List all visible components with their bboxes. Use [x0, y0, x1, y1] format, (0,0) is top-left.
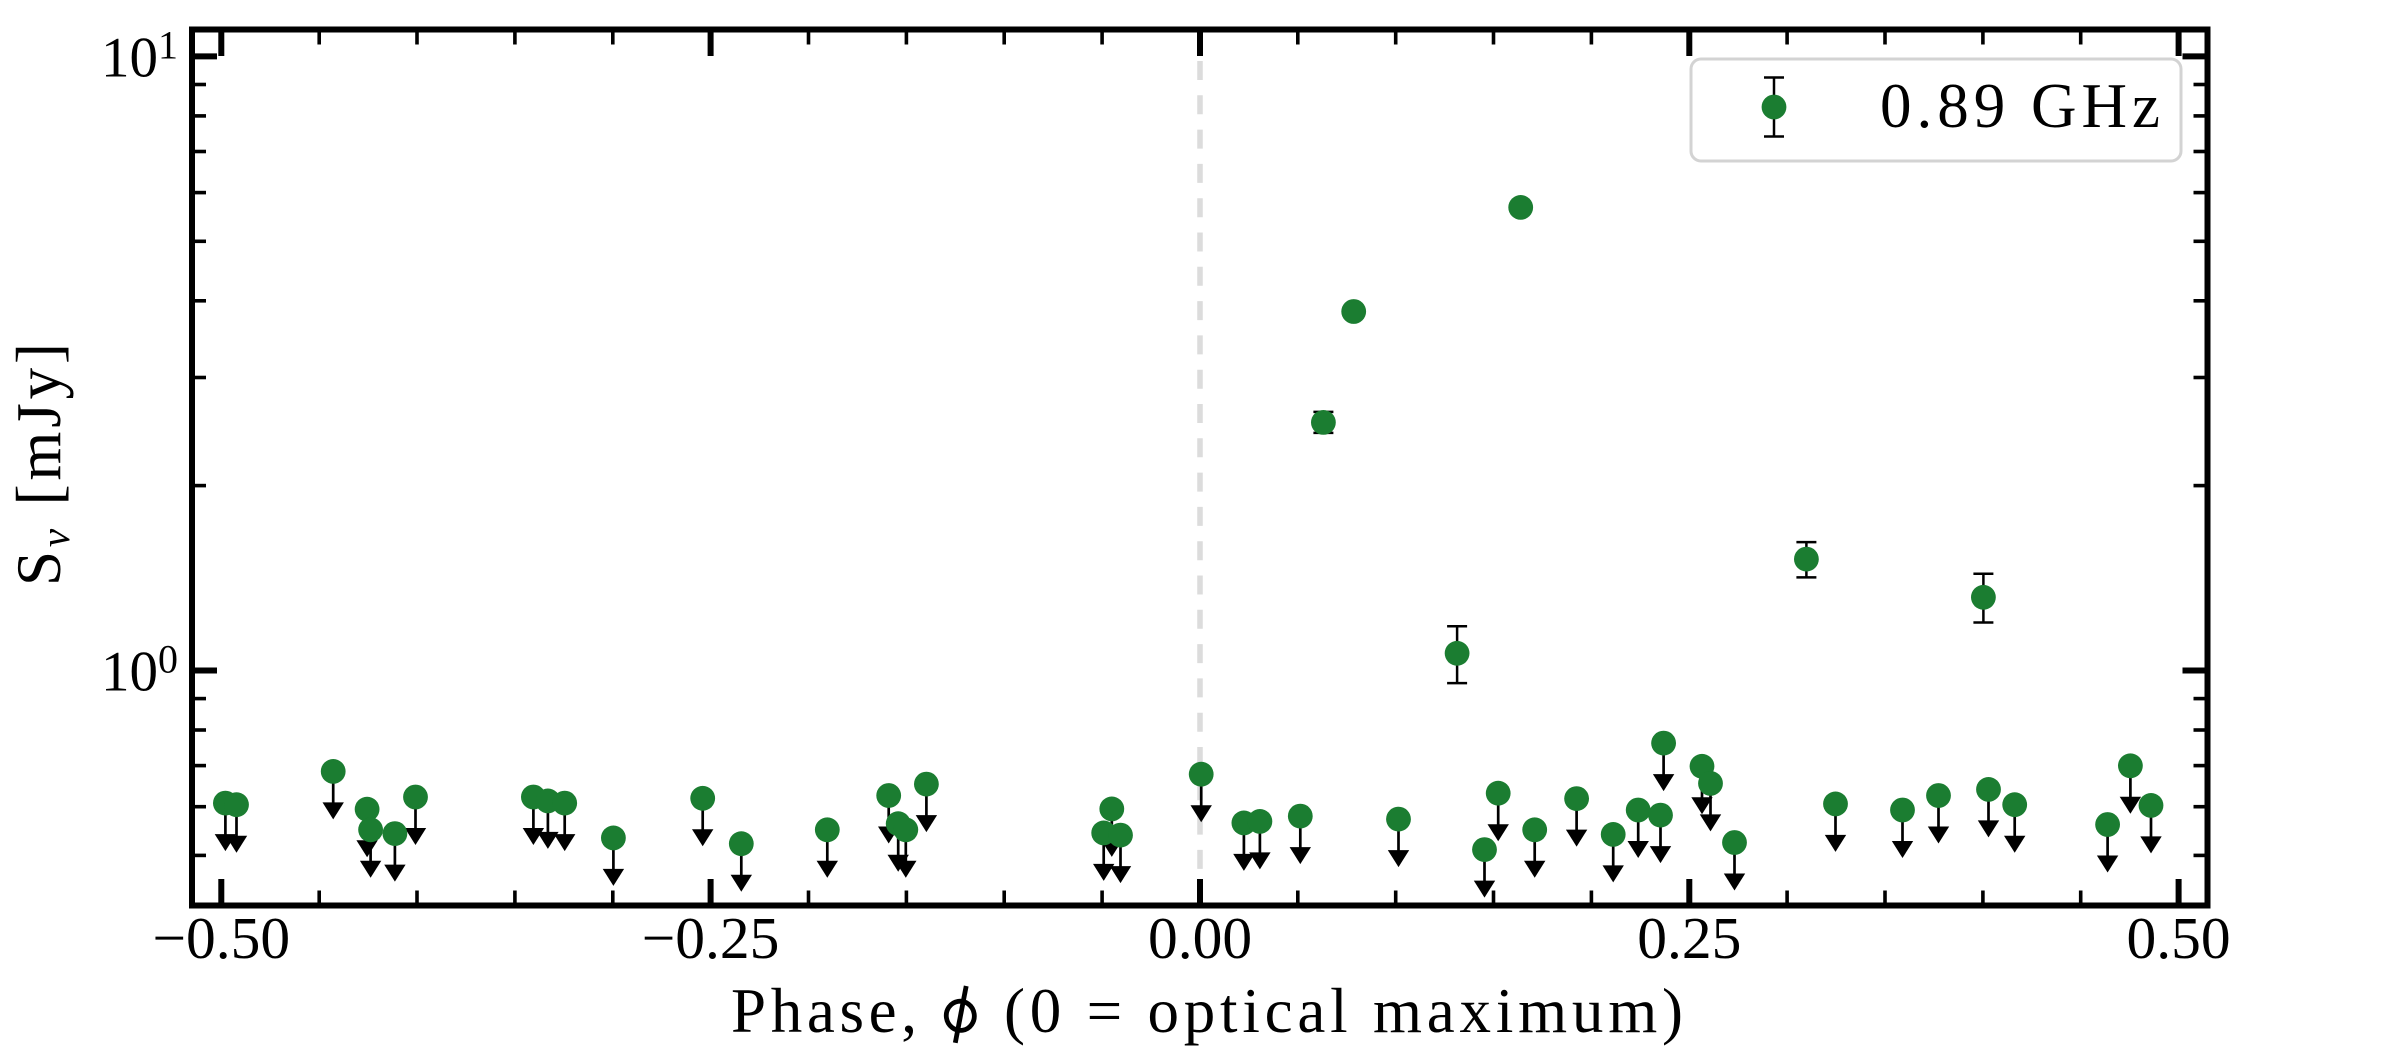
svg-text:0.00: 0.00 [1148, 905, 1252, 971]
svg-text:0.50: 0.50 [2127, 905, 2231, 971]
svg-text:−0.50: −0.50 [152, 905, 290, 971]
svg-text:(0 = optical maximum): (0 = optical maximum) [1004, 976, 1683, 1046]
svg-text:0.89 GHz: 0.89 GHz [1880, 71, 2165, 141]
svg-text:Phase,: Phase, [731, 976, 917, 1046]
svg-text:101: 101 [101, 22, 178, 89]
svg-text:−0.25: −0.25 [642, 905, 780, 971]
svg-text:100: 100 [101, 637, 178, 704]
svg-text:Sν [mJy]: Sν [mJy] [4, 343, 78, 586]
svg-text:0.25: 0.25 [1637, 905, 1741, 971]
